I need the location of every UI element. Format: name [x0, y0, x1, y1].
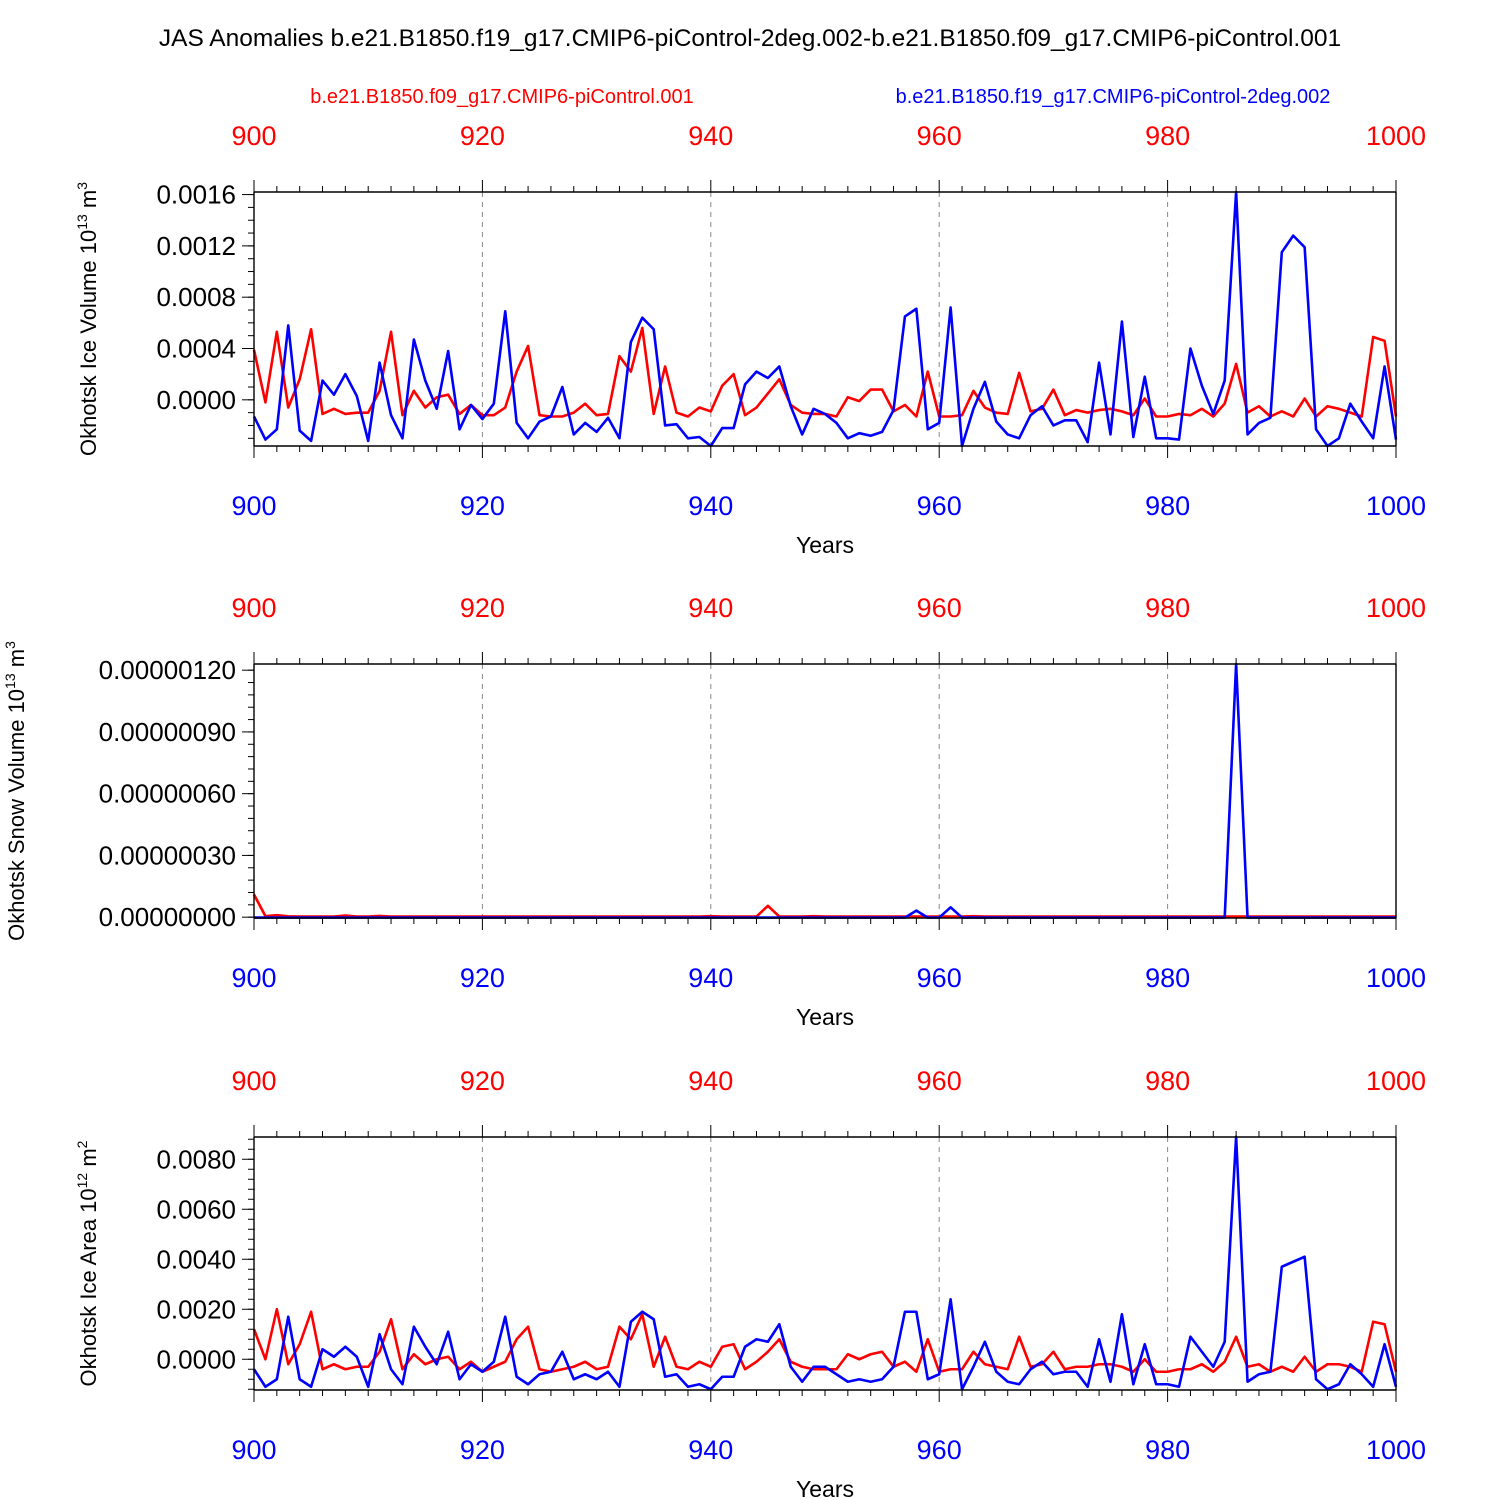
x-tick-label-bottom: 1000: [1366, 491, 1426, 521]
y-tick-label: 0.00000090: [99, 717, 236, 747]
x-tick-label-top: 940: [688, 593, 733, 623]
x-tick-label-top: 1000: [1366, 593, 1426, 623]
x-tick-label-bottom: 980: [1145, 1435, 1190, 1465]
x-tick-label-top: 920: [460, 121, 505, 151]
x-tick-label-top: 940: [688, 121, 733, 151]
y-tick-label: 0.0040: [156, 1244, 236, 1274]
series-blue-line: [252, 190, 1398, 448]
y-axis-label-superscript: 13: [74, 214, 90, 230]
x-tick-label-bottom: 940: [688, 1435, 733, 1465]
y-axis-label: Okhotsk Snow Volume 1013 m3: [2, 641, 29, 941]
y-axis-label-part: m: [4, 649, 29, 673]
x-tick-label-bottom: 960: [917, 491, 962, 521]
panel-3: 900 900 920 920 940 940 960 960 980 980 1000 1000 Ye…: [74, 1066, 1426, 1500]
legend-red-label: b.e21.B1850.f09_g17.CMIP6-piControl.001: [310, 86, 694, 108]
y-axis-label-part: Okhotsk Snow Volume 10: [4, 689, 29, 941]
y-axis-label-superscript: 12: [74, 1173, 90, 1189]
x-tick-label-bottom: 920: [460, 1435, 505, 1465]
x-tick-label-top: 940: [688, 1066, 733, 1096]
x-axis-label: Years: [796, 532, 854, 558]
y-axis-label-superscript: 13: [2, 673, 18, 689]
x-tick-label-top: 980: [1145, 121, 1190, 151]
x-tick-label-bottom: 980: [1145, 963, 1190, 993]
y-axis-label-superscript: 2: [74, 1140, 90, 1148]
y-tick-label: 0.0080: [156, 1144, 236, 1174]
series-red-line: [252, 1307, 1398, 1374]
y-tick-label: 0.0008: [156, 282, 236, 312]
x-axis-label: Years: [796, 1476, 854, 1500]
x-tick-label-top: 980: [1145, 593, 1190, 623]
y-tick-label: 0.0000: [156, 385, 236, 415]
x-tick-label-bottom: 920: [460, 491, 505, 521]
y-axis-label: Okhotsk Ice Area 1012 m2: [74, 1140, 101, 1386]
y-axis-label-part: m: [76, 190, 101, 214]
x-tick-label-bottom: 940: [688, 963, 733, 993]
x-tick-label-top: 920: [460, 593, 505, 623]
x-tick-label-bottom: 960: [917, 1435, 962, 1465]
x-tick-label-top: 1000: [1366, 1066, 1426, 1096]
y-axis-label-superscript: 3: [2, 641, 18, 649]
x-axis-label: Years: [796, 1004, 854, 1030]
x-tick-label-top: 960: [917, 1066, 962, 1096]
x-tick-label-bottom: 1000: [1366, 963, 1426, 993]
y-tick-label: 0.0004: [156, 334, 236, 364]
y-tick-label: 0.0012: [156, 231, 236, 261]
x-tick-label-bottom: 900: [231, 1435, 276, 1465]
x-tick-label-bottom: 900: [231, 963, 276, 993]
y-axis-label-part: Okhotsk Ice Volume 10: [76, 230, 101, 456]
x-tick-label-top: 980: [1145, 1066, 1190, 1096]
x-tick-label-bottom: 1000: [1366, 1435, 1426, 1465]
y-tick-label: 0.00000060: [99, 779, 236, 809]
y-tick-label: 0.0016: [156, 180, 236, 210]
x-tick-label-top: 920: [460, 1066, 505, 1096]
x-tick-label-top: 1000: [1366, 121, 1426, 151]
y-axis-label-superscript: 3: [74, 182, 90, 190]
series-blue-line: [252, 1135, 1398, 1391]
legend-blue-label: b.e21.B1850.f19_g17.CMIP6-piControl-2deg…: [896, 86, 1331, 108]
series-blue-line: [254, 662, 1396, 919]
panel-1: 900 900 920 920 940 940 960 960 980 980 1000 1000 Ye…: [74, 121, 1426, 558]
y-axis-label-part: Okhotsk Ice Area 10: [76, 1188, 101, 1386]
y-axis-label-part: m: [76, 1148, 101, 1172]
x-tick-label-bottom: 980: [1145, 491, 1190, 521]
y-tick-label: 0.00000120: [99, 655, 236, 685]
y-tick-label: 0.00000000: [99, 902, 236, 932]
x-tick-label-bottom: 960: [917, 963, 962, 993]
x-tick-label-top: 900: [231, 1066, 276, 1096]
x-tick-label-top: 900: [231, 593, 276, 623]
y-tick-label: 0.0020: [156, 1294, 236, 1324]
x-tick-label-bottom: 920: [460, 963, 505, 993]
panel-2: 900 900 920 920 940 940 960 960 980 980 1000 1000 Ye…: [2, 593, 1426, 1030]
x-tick-label-top: 960: [917, 121, 962, 151]
chart-title: JAS Anomalies b.e21.B1850.f19_g17.CMIP6-…: [159, 25, 1341, 52]
x-tick-label-bottom: 940: [688, 491, 733, 521]
x-tick-label-bottom: 900: [231, 491, 276, 521]
x-tick-label-top: 900: [231, 121, 276, 151]
y-tick-label: 0.0060: [156, 1194, 236, 1224]
x-tick-label-top: 960: [917, 593, 962, 623]
y-tick-label: 0.0000: [156, 1344, 236, 1374]
y-tick-label: 0.00000030: [99, 840, 236, 870]
y-axis-label: Okhotsk Ice Volume 1013 m3: [74, 182, 101, 456]
